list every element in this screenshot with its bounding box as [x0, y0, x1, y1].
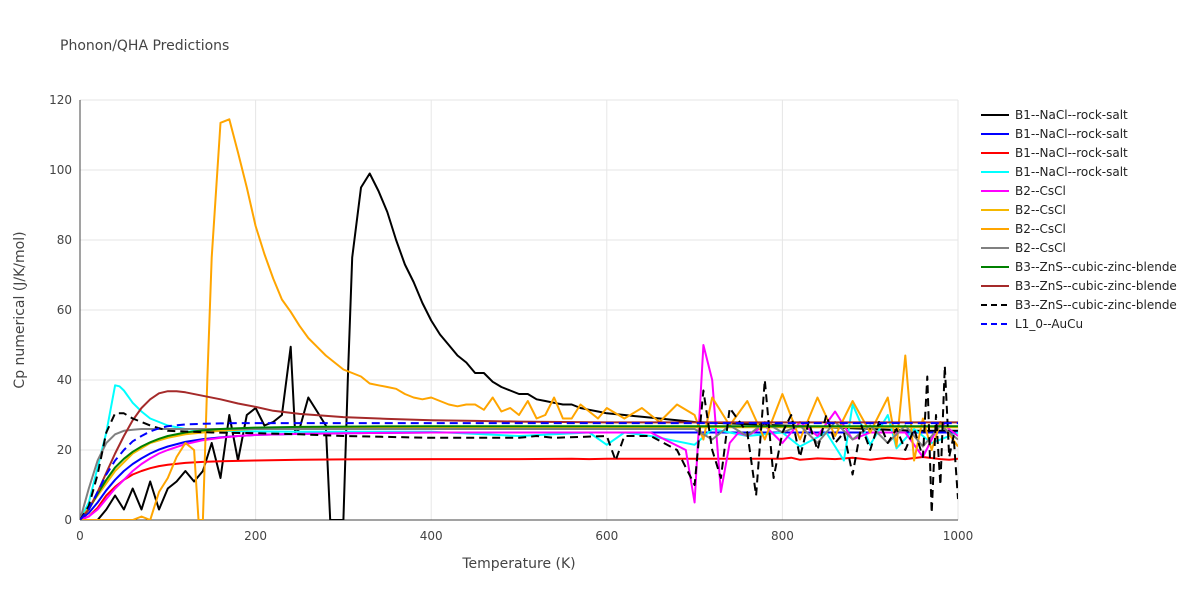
- x-axis-title: Temperature (K): [461, 556, 575, 572]
- x-tick-label: 400: [420, 529, 443, 543]
- series-line-11: [80, 422, 958, 520]
- series-line-6: [80, 118, 958, 520]
- series-line-0: [80, 172, 958, 520]
- legend: B1--NaCl--rock-salt B1--NaCl--rock-salt B1…: [981, 108, 1177, 331]
- x-tick-label: 200: [244, 529, 267, 543]
- legend-item-label[interactable]: B3--ZnS--cubic-zinc-blende: [1015, 260, 1177, 274]
- y-tick-label: 60: [57, 303, 72, 317]
- y-tick-label: 20: [57, 443, 72, 457]
- x-tick-label: 600: [595, 529, 618, 543]
- legend-item-label[interactable]: B1--NaCl--rock-salt: [1015, 165, 1128, 179]
- series-line-8: [80, 425, 958, 520]
- axis-ticks: 0 20 40 60 80 100 120 0 200 400 600 800 1000: [49, 93, 973, 543]
- legend-item-label[interactable]: B2--CsCl: [1015, 222, 1066, 236]
- legend-item-label[interactable]: L1_0--AuCu: [1015, 317, 1083, 331]
- chart-title: Phonon/QHA Predictions: [60, 38, 229, 54]
- legend-item-label[interactable]: B3--ZnS--cubic-zinc-blende: [1015, 298, 1177, 312]
- legend-item-label[interactable]: B1--NaCl--rock-salt: [1015, 127, 1128, 141]
- x-tick-label: 1000: [943, 529, 974, 543]
- legend-item-label[interactable]: B2--CsCl: [1015, 203, 1066, 217]
- y-tick-label: 80: [57, 233, 72, 247]
- y-tick-label: 120: [49, 93, 72, 107]
- legend-item-label[interactable]: B1--NaCl--rock-salt: [1015, 108, 1128, 122]
- grid: [79, 99, 959, 521]
- series-line-2: [80, 456, 958, 520]
- legend-item-label[interactable]: B2--CsCl: [1015, 241, 1066, 255]
- series-line-10: [80, 365, 958, 520]
- y-tick-label: 40: [57, 373, 72, 387]
- y-axis-title: Cp numerical (J/K/mol): [12, 231, 28, 388]
- legend-item-label[interactable]: B2--CsCl: [1015, 184, 1066, 198]
- y-tick-label: 0: [64, 513, 72, 527]
- series-line-7: [80, 421, 958, 520]
- x-tick-label: 800: [771, 529, 794, 543]
- y-tick-label: 100: [49, 163, 72, 177]
- legend-item-label[interactable]: B1--NaCl--rock-salt: [1015, 146, 1128, 160]
- x-tick-label: 0: [76, 529, 84, 543]
- legend-item-label[interactable]: B3--ZnS--cubic-zinc-blende: [1015, 279, 1177, 293]
- plot-area: [80, 118, 958, 520]
